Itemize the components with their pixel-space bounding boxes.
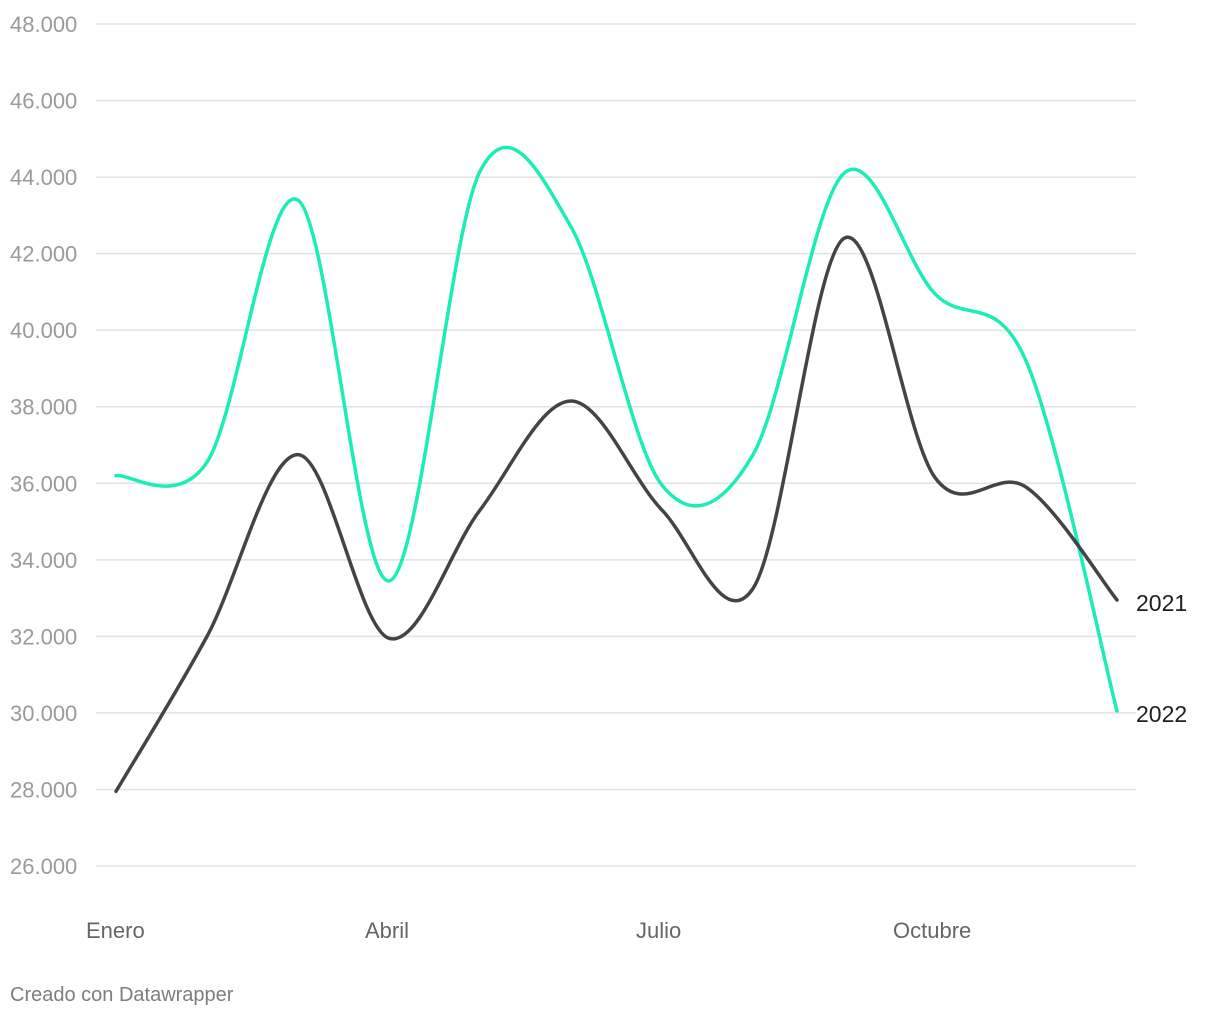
y-tick-label: 34.000 — [10, 548, 77, 573]
credit-text: Creado con Datawrapper — [10, 984, 234, 1006]
series-labels: 2021 2022 — [1136, 590, 1187, 727]
x-axis: Enero Abril Julio Octubre — [86, 918, 971, 943]
y-axis: 26.000 28.000 30.000 32.000 34.000 36.000 38.0… — [10, 12, 77, 879]
y-tick-label: 40.000 — [10, 318, 77, 343]
x-tick-label: Julio — [636, 918, 681, 943]
series-label-2022: 2022 — [1136, 701, 1187, 727]
y-tick-label: 38.000 — [10, 395, 77, 420]
x-tick-label: Octubre — [893, 918, 971, 943]
x-tick-label: Enero — [86, 918, 145, 943]
y-tick-label: 30.000 — [10, 701, 77, 726]
y-tick-label: 26.000 — [10, 854, 77, 879]
series-label-2021: 2021 — [1136, 590, 1187, 616]
series-line-2022 — [114, 145, 1119, 713]
y-tick-label: 48.000 — [10, 12, 77, 37]
series-line-2021 — [114, 235, 1119, 794]
x-tick-label: Abril — [365, 918, 409, 943]
y-tick-label: 42.000 — [10, 242, 77, 267]
y-tick-label: 36.000 — [10, 471, 77, 496]
y-tick-label: 28.000 — [10, 777, 77, 802]
y-tick-label: 46.000 — [10, 89, 77, 114]
y-tick-label: 44.000 — [10, 165, 77, 190]
y-tick-label: 32.000 — [10, 624, 77, 649]
series-lines — [114, 145, 1119, 794]
